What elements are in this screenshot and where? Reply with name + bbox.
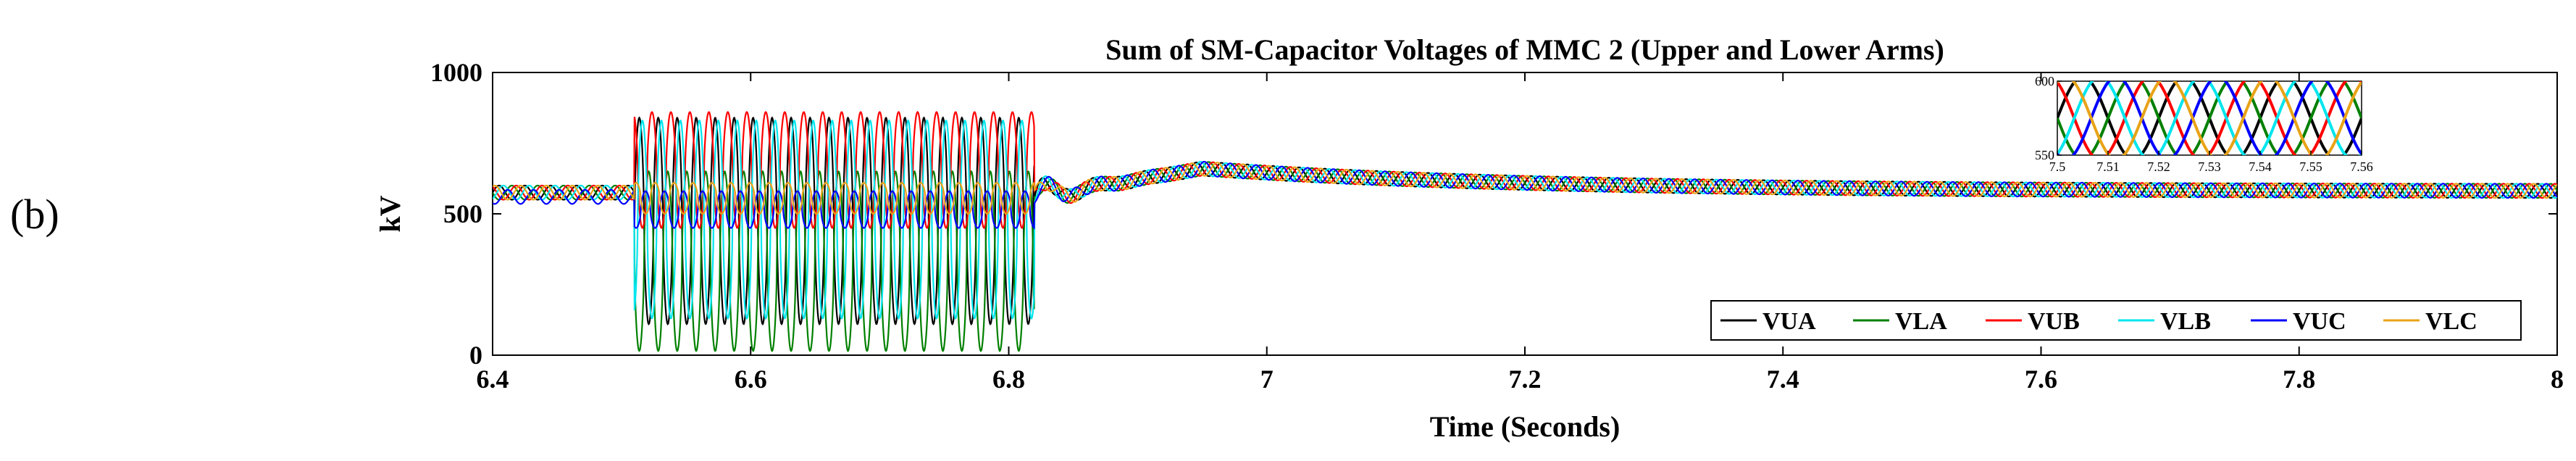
x-tick-label: 7: [1260, 365, 1274, 394]
x-tick-label: 7.6: [2025, 365, 2057, 394]
inset-x-tick-label: 7.55: [2299, 159, 2322, 174]
inset-series-vla: [2057, 81, 2362, 155]
legend-label-vla: VLA: [1895, 308, 1947, 335]
series-vlc: [493, 162, 2557, 215]
x-axis-label: Time (Seconds): [1430, 410, 1621, 443]
legend: VUA VLA VUB VLB VUC VLC: [1710, 300, 2522, 341]
legend-label-vlc: VLC: [2425, 308, 2477, 335]
x-tick-label: 6.4: [477, 365, 509, 394]
inset-x-tick-label: 7.53: [2198, 159, 2221, 174]
inset-y-tick-label: 550: [2035, 148, 2054, 162]
legend-label-vlb: VLB: [2160, 308, 2211, 335]
x-tick-label: 7.4: [1767, 365, 1799, 394]
legend-label-vub: VUB: [2028, 308, 2080, 335]
x-tick-label: 6.6: [735, 365, 767, 394]
inset-x-tick-label: 7.52: [2147, 159, 2170, 174]
legend-label-vua: VUA: [1762, 308, 1816, 335]
inset-x-tick-label: 7.56: [2350, 159, 2373, 174]
inset-x-tick-label: 7.5: [2049, 159, 2066, 174]
inset-series-vuc: [2057, 81, 2362, 155]
x-tick-label: 6.8: [992, 365, 1025, 394]
inset-zoom: 7.5 7.51 7.52 7.53 7.54 7.55 7.56 550 600: [2035, 74, 2373, 174]
inset-y-tick-label: 600: [2035, 74, 2054, 88]
panel-label: (b): [10, 191, 59, 238]
y-tick-label: 0: [469, 341, 482, 370]
legend-label-vuc: VUC: [2293, 308, 2346, 335]
series-vuc: [493, 161, 2557, 230]
y-tick-label: 1000: [430, 58, 482, 87]
x-tick-label: 8: [2551, 365, 2564, 394]
y-tick-label: 500: [443, 199, 482, 228]
inset-x-tick-label: 7.54: [2249, 159, 2272, 174]
x-tick-label: 7.2: [1509, 365, 1542, 394]
x-tick-label: 7.8: [2283, 365, 2315, 394]
chart-title: Sum of SM-Capacitor Voltages of MMC 2 (U…: [1105, 33, 1944, 66]
y-axis-label: kV: [374, 195, 406, 232]
inset-x-tick-label: 7.51: [2096, 159, 2120, 174]
